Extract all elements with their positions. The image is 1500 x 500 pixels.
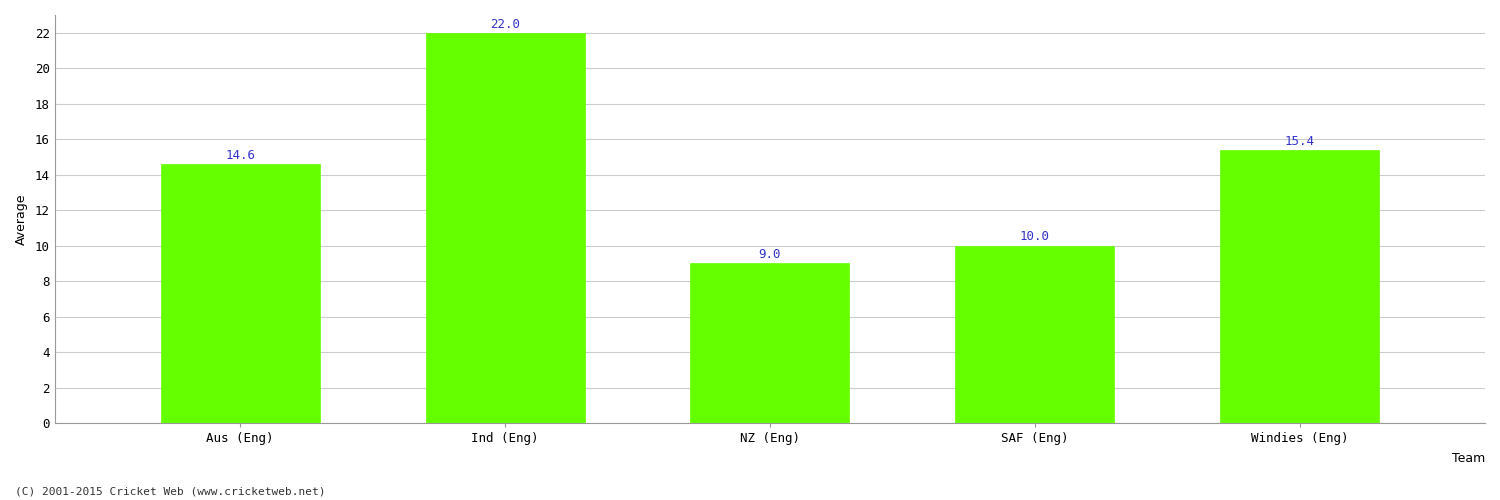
Text: (C) 2001-2015 Cricket Web (www.cricketweb.net): (C) 2001-2015 Cricket Web (www.cricketwe… bbox=[15, 487, 326, 497]
Text: 10.0: 10.0 bbox=[1020, 230, 1050, 243]
Text: 15.4: 15.4 bbox=[1284, 134, 1314, 147]
X-axis label: Team: Team bbox=[1452, 452, 1485, 465]
Bar bbox=[426, 32, 585, 423]
Y-axis label: Average: Average bbox=[15, 194, 28, 245]
Bar bbox=[160, 164, 320, 423]
Text: 14.6: 14.6 bbox=[225, 149, 255, 162]
Bar bbox=[690, 264, 849, 423]
Text: 22.0: 22.0 bbox=[490, 18, 520, 30]
Bar bbox=[1220, 150, 1379, 423]
Text: 9.0: 9.0 bbox=[759, 248, 782, 261]
Bar bbox=[956, 246, 1114, 423]
